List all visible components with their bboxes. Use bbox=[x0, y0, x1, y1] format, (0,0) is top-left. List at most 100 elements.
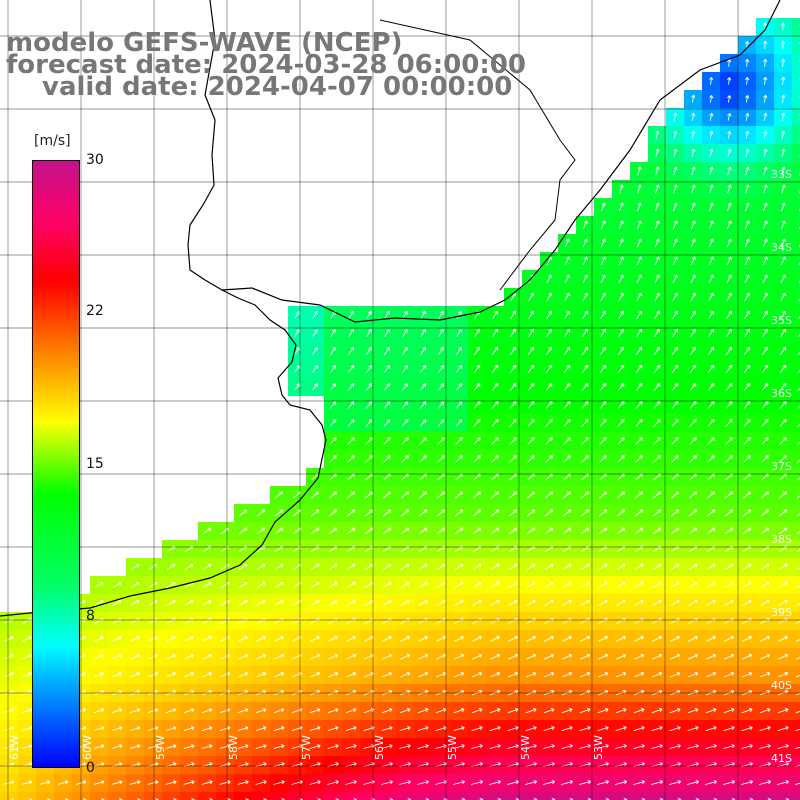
wind-arrow bbox=[472, 563, 482, 571]
wind-arrow bbox=[706, 581, 716, 588]
wind-arrow bbox=[636, 202, 642, 212]
wind-arrow bbox=[111, 726, 123, 731]
wind-arrow bbox=[779, 364, 787, 373]
speed-cell bbox=[378, 792, 396, 800]
wind-arrow bbox=[759, 708, 771, 714]
wind-arrow bbox=[400, 527, 410, 535]
wind-arrow bbox=[418, 599, 428, 606]
speed-cell bbox=[720, 792, 738, 800]
wind-arrow bbox=[489, 780, 502, 786]
wind-arrow bbox=[617, 346, 625, 356]
wind-arrow bbox=[652, 581, 662, 588]
wind-arrow bbox=[653, 419, 661, 427]
wind-arrow bbox=[401, 383, 409, 391]
speed-cell bbox=[126, 792, 144, 800]
wind-arrow bbox=[761, 346, 769, 356]
wind-arrow bbox=[615, 726, 627, 732]
wind-arrow bbox=[365, 491, 374, 499]
wind-arrow bbox=[255, 780, 267, 785]
wind-arrow bbox=[779, 491, 788, 499]
wind-arrow bbox=[328, 635, 338, 642]
wind-arrow bbox=[183, 708, 195, 714]
wind-arrow bbox=[400, 509, 410, 517]
wind-arrow bbox=[274, 527, 284, 535]
wind-arrow bbox=[781, 166, 786, 176]
wind-arrow bbox=[256, 672, 267, 678]
wind-arrow bbox=[778, 509, 788, 517]
wind-arrow bbox=[546, 274, 552, 284]
wind-arrow bbox=[743, 364, 751, 373]
speed-cell bbox=[792, 504, 800, 522]
wind-arrow bbox=[780, 310, 786, 320]
wind-arrow bbox=[454, 599, 464, 606]
wind-arrow bbox=[781, 148, 786, 158]
wind-arrow bbox=[579, 726, 591, 732]
wind-arrow bbox=[456, 346, 462, 355]
wind-arrow bbox=[147, 708, 159, 714]
wind-arrow bbox=[743, 400, 751, 409]
speed-cell bbox=[702, 792, 720, 800]
speed-cell bbox=[450, 792, 468, 800]
wind-arrow bbox=[580, 599, 590, 606]
wind-arrow bbox=[670, 509, 680, 517]
lat-label: 33S bbox=[771, 168, 792, 181]
wind-arrow bbox=[671, 382, 679, 391]
wind-arrow bbox=[726, 274, 732, 284]
wind-arrow bbox=[795, 746, 800, 749]
wind-arrow bbox=[238, 563, 248, 571]
wind-arrow bbox=[599, 455, 607, 463]
wind-arrow bbox=[491, 400, 499, 409]
wind-arrow bbox=[219, 780, 231, 785]
wind-arrow bbox=[291, 726, 303, 732]
wind-arrow bbox=[725, 437, 733, 445]
wind-arrow bbox=[329, 383, 337, 391]
wind-arrow bbox=[491, 419, 499, 427]
wind-arrow bbox=[671, 364, 679, 373]
wind-arrow bbox=[615, 744, 627, 749]
wind-arrow bbox=[725, 419, 733, 427]
wind-arrow bbox=[633, 726, 645, 732]
wind-arrow bbox=[544, 635, 555, 642]
wind-arrow bbox=[745, 184, 750, 194]
wind-arrow bbox=[509, 382, 517, 391]
wind-arrow bbox=[238, 527, 248, 535]
wind-arrow bbox=[273, 708, 285, 714]
speed-cell bbox=[0, 792, 18, 800]
wind-arrow bbox=[708, 202, 714, 212]
wind-arrow bbox=[383, 383, 391, 391]
wind-arrow bbox=[274, 653, 285, 660]
wind-arrow bbox=[312, 347, 318, 355]
wind-arrow bbox=[437, 491, 446, 499]
wind-arrow bbox=[366, 346, 372, 355]
wind-arrow bbox=[381, 726, 393, 732]
wind-arrow bbox=[129, 744, 141, 749]
wind-arrow bbox=[274, 581, 284, 588]
wind-arrow bbox=[328, 653, 339, 660]
wind-arrow bbox=[310, 527, 320, 535]
wind-arrow bbox=[654, 328, 661, 338]
speed-cell bbox=[792, 306, 800, 324]
wind-arrow bbox=[561, 780, 574, 786]
wind-arrow bbox=[580, 653, 591, 660]
wind-arrow bbox=[309, 708, 321, 714]
wind-arrow bbox=[382, 635, 392, 642]
wind-arrow bbox=[546, 310, 552, 320]
wind-arrow bbox=[472, 635, 482, 642]
wind-arrow bbox=[382, 581, 392, 588]
wind-arrow bbox=[796, 603, 800, 606]
speed-cell bbox=[738, 792, 756, 800]
wind-arrow bbox=[57, 780, 69, 785]
wind-arrow bbox=[743, 437, 751, 445]
wind-arrow bbox=[690, 274, 696, 284]
wind-arrow bbox=[779, 455, 787, 463]
wind-arrow bbox=[669, 780, 682, 786]
wind-arrow bbox=[526, 563, 536, 571]
wind-arrow bbox=[600, 238, 606, 248]
wind-arrow bbox=[346, 563, 356, 571]
wind-arrow bbox=[455, 401, 463, 409]
wind-arrow bbox=[796, 567, 800, 571]
wind-arrow bbox=[726, 238, 732, 248]
wind-arrow bbox=[365, 455, 373, 463]
wind-arrow bbox=[724, 653, 735, 660]
wind-arrow bbox=[419, 437, 427, 445]
